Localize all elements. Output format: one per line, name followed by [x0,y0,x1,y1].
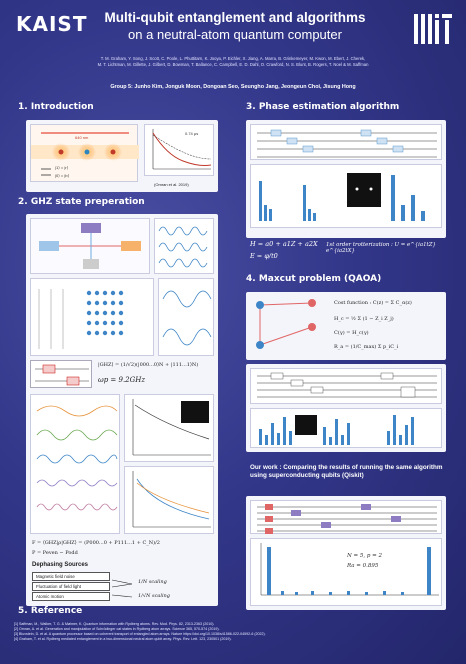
phase-result-histograms [250,164,442,228]
ghz-circuit-lines [35,364,89,386]
qiskit-params: N = 5, p = 2 [347,553,383,559]
reference-list: [1] Saffman, M., Walker, T. G. & Mølmer,… [14,622,454,642]
source-magnetic: Magnetic field noise [32,572,110,581]
rydberg-excitation-diagram: 640 nm |1⟩ = |r⟩ |0⟩ = |b⟩ [30,124,139,182]
scaling-1-over-n: 1/N scaling [138,579,167,585]
qiskit-ratio: Ra = 0.895 [347,563,379,569]
qiskit-results-panel: N = 5, p = 2 Ra = 0.895 [246,496,446,610]
scaling-arrows [112,579,133,598]
group-members: Group 5: Junho Kim, Jonguk Moon, Dongoan… [110,84,356,90]
ghz-circuit-diagram [30,360,92,388]
section-maxcut-heading: 4. Maxcut problem (QAOA) [246,274,382,284]
fidelity-equation: F = ⟨GHZ|ρ|GHZ⟩ = (P000...0 + P111...1 +… [32,540,160,546]
cost-function: Cost function : C(z) = Σ C_α(z) [334,300,412,306]
qaoa-circuit [250,368,442,404]
maxcut-graph [256,299,316,349]
cost-hamiltonian: H_c = ½ Σ (1 − Z_i Z_j) [334,316,394,322]
source-light: Fluctuation of field light [32,582,110,591]
hamiltonian-equation: H = a0 + a1Z + a2X [250,240,318,248]
decay-curve-plot [152,129,212,170]
section-introduction-heading: 1. Introduction [18,102,94,112]
qiskit-histogram: N = 5, p = 2 Ra = 0.895 [250,538,442,606]
poster-header: KAIST Multi-qubit entanglement and algor… [0,0,466,108]
decay-plot: 0.74 μs [144,124,214,176]
omega-p-equation: ωp = 9.2GHz [98,376,146,384]
parity-oscillation-plot [30,394,120,534]
parity-curves [36,405,118,511]
ket0-label: |0⟩ = |b⟩ [55,173,70,178]
section-phase-heading: 3. Phase estimation algorithm [246,102,400,112]
reference-item-4: [4] Graham, T. et al. Rydberg mediated e… [14,637,232,641]
ghz-panel: |GHZ⟩ = (1/√2)(|000...0⟩N + |111...1⟩N) … [26,214,218,606]
poster-title: Multi-qubit entanglement and algorithms [104,10,366,25]
time-label: 0.74 μs [185,131,199,136]
rabi-wave-plot [158,226,208,268]
qaoa-histograms [250,408,442,448]
oscillation-side-curves [162,290,212,346]
poster-subtitle: on a neutral-atom quantum computer [128,27,342,42]
coherence-curves [132,471,211,528]
author-line-2: M. T. Lichtman, M. Gillette, J. Gilbert,… [97,62,369,67]
intro-citation: (Omran et al. 2019) [154,182,189,187]
qiskit-histogram-bars [260,543,439,596]
intro-figure-panel: 640 nm |1⟩ = |r⟩ |0⟩ = |b⟩ 0.74 μs (Omra… [26,120,218,192]
scaling-1-over-sqrt-n: 1/√N scaling [138,593,170,599]
rabi-oscillation-plots [154,218,214,274]
fidelity-vs-n-plot [124,394,214,462]
ghz-state-equation: |GHZ⟩ = (1/√2)(|000...0⟩N + |111...1⟩N) [98,362,199,368]
mit-logo [414,14,452,44]
approximation-ratio: R_a = (1/C_max) Σ p_iC_i [334,344,399,350]
our-work-statement: Our work : Comparing the results of runn… [250,464,443,479]
atom-array-image [30,278,154,356]
coherence-time-plot [124,466,214,534]
qaoa-panel [246,364,446,452]
energy-equation: E = φ/t0 [250,252,278,260]
fidelity-curve [132,399,211,456]
phase-histogram-bars [259,173,425,221]
dephasing-title: Dephasing Sources [32,562,89,568]
phase-estimation-panel [246,120,446,238]
section-reference-heading: 5. Reference [18,606,83,616]
qaoa-circuit-lines [257,372,437,398]
qiskit-circuit [250,500,442,534]
oscillation-side-plots [158,278,214,356]
cost-expectation: C(γ) = H_c(γ) [334,330,369,336]
author-line-1: T. M. Graham, Y. Song, J. Scott, C. Pool… [100,56,366,61]
trotterization-equation: 1st order trotterization : U = e^{ia1tZ}… [326,242,436,254]
ket1-label: |1⟩ = |r⟩ [55,165,69,170]
phase-circuit-lines [257,129,437,158]
parity-equation: P = Peven − Podd [32,550,78,556]
qaoa-histogram-bars [259,415,414,445]
atom-array-grid [38,289,124,349]
reference-item-3: [3] Bluvstein, D. et al. A quantum proce… [14,632,266,636]
source-motion: Atomic motion [32,592,110,601]
wavelength-label: 640 nm [75,135,89,140]
optical-setup-diagram [30,218,150,274]
optical-setup-sketch [39,223,141,269]
atom-trap-illustration [31,132,139,176]
reference-item-2: [2] Omran, A. et al. Generation and mani… [14,627,220,631]
qiskit-circuit-lines [257,504,437,534]
maxcut-graph-panel: Cost function : C(z) = Σ C_α(z) H_c = ½ … [246,292,446,360]
kaist-logo: KAIST [16,12,88,36]
phase-estimation-circuit [250,124,442,160]
section-ghz-heading: 2. GHZ state preperation [18,197,145,207]
reference-item-1: [1] Saffman, M., Walker, T. G. & Mølmer,… [14,622,215,626]
author-list: T. M. Graham, Y. Song, J. Scott, C. Pool… [28,56,438,68]
